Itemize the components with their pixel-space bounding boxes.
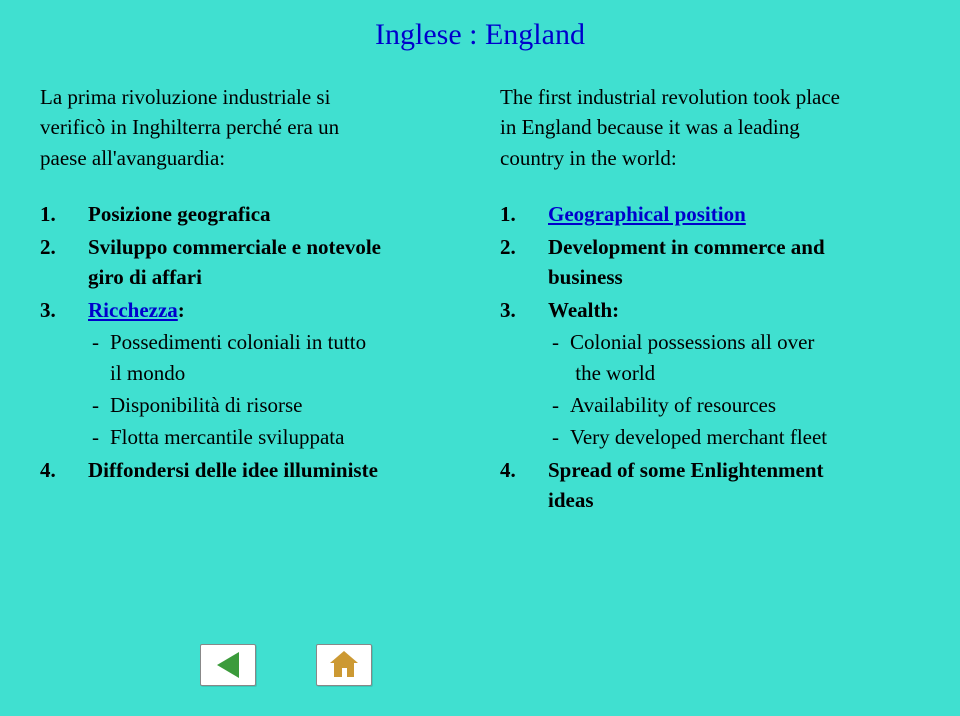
item-head: ideas xyxy=(548,488,594,512)
list-item: Geographical position xyxy=(500,199,920,229)
item-head: business xyxy=(548,265,623,289)
list-english: Geographical position Development in com… xyxy=(500,199,920,453)
intro-english: The first industrial revolution took pla… xyxy=(500,82,920,173)
item-head: Diffondersi delle idee illuministe xyxy=(88,458,378,482)
item-head: Sviluppo commerciale e notevole xyxy=(88,235,381,259)
intro-italian: La prima rivoluzione industriale si veri… xyxy=(40,82,460,173)
sublist-item: Availability of resources xyxy=(552,390,920,420)
sublist: Colonial possessions all over the world … xyxy=(552,327,920,453)
item-head: Posizione geografica xyxy=(88,202,271,226)
nav-footer xyxy=(200,644,372,686)
intro-line: country in the world: xyxy=(500,146,677,170)
list-item: Diffondersi delle idee illuministe xyxy=(40,455,460,485)
item-head: Wealth: xyxy=(548,298,619,322)
item-head: Spread of some Enlightenment xyxy=(548,458,824,482)
column-italian: La prima rivoluzione industriale si veri… xyxy=(40,82,480,516)
list-item: Sviluppo commerciale e notevole giro di … xyxy=(40,232,460,293)
list-item: Posizione geografica xyxy=(40,199,460,229)
sublist-item: Disponibilità di risorse xyxy=(92,390,460,420)
back-button[interactable] xyxy=(200,644,256,686)
list-item: Spread of some Enlightenment ideas xyxy=(500,455,920,516)
sublist: Possedimenti coloniali in tutto il mondo… xyxy=(92,327,460,453)
sublist-item: Flotta mercantile sviluppata xyxy=(92,422,460,452)
content-columns: La prima rivoluzione industriale si veri… xyxy=(0,82,960,516)
intro-line: in England because it was a leading xyxy=(500,115,800,139)
column-english: The first industrial revolution took pla… xyxy=(480,82,920,516)
sub-text: Colonial possessions all over xyxy=(570,330,814,354)
list-item: Ricchezza: Possedimenti coloniali in tut… xyxy=(40,295,460,453)
intro-line: La prima rivoluzione industriale si xyxy=(40,85,330,109)
list-item: Wealth: Colonial possessions all over th… xyxy=(500,295,920,453)
home-icon xyxy=(330,653,358,677)
page-title: Inglese : England xyxy=(0,0,960,82)
item-head: giro di affari xyxy=(88,265,202,289)
intro-line: The first industrial revolution took pla… xyxy=(500,85,840,109)
item-head: Development in commerce and xyxy=(548,235,825,259)
wealth-link[interactable]: Ricchezza xyxy=(88,298,178,322)
sub-text: Possedimenti coloniali in tutto xyxy=(110,330,366,354)
sub-text: the world xyxy=(575,361,655,385)
sub-text: il mondo xyxy=(110,361,185,385)
list-italian: Posizione geografica Sviluppo commercial… xyxy=(40,199,460,485)
sublist-item: Possedimenti coloniali in tutto il mondo xyxy=(92,327,460,388)
sublist-item: Colonial possessions all over the world xyxy=(552,327,920,388)
intro-line: verificò in Inghilterra perché era un xyxy=(40,115,339,139)
geo-position-link[interactable]: Geographical position xyxy=(548,202,746,226)
intro-line: paese all'avanguardia: xyxy=(40,146,225,170)
home-button[interactable] xyxy=(316,644,372,686)
arrow-left-icon xyxy=(217,652,239,678)
list-item: Development in commerce and business xyxy=(500,232,920,293)
sublist-item: Very developed merchant fleet xyxy=(552,422,920,452)
